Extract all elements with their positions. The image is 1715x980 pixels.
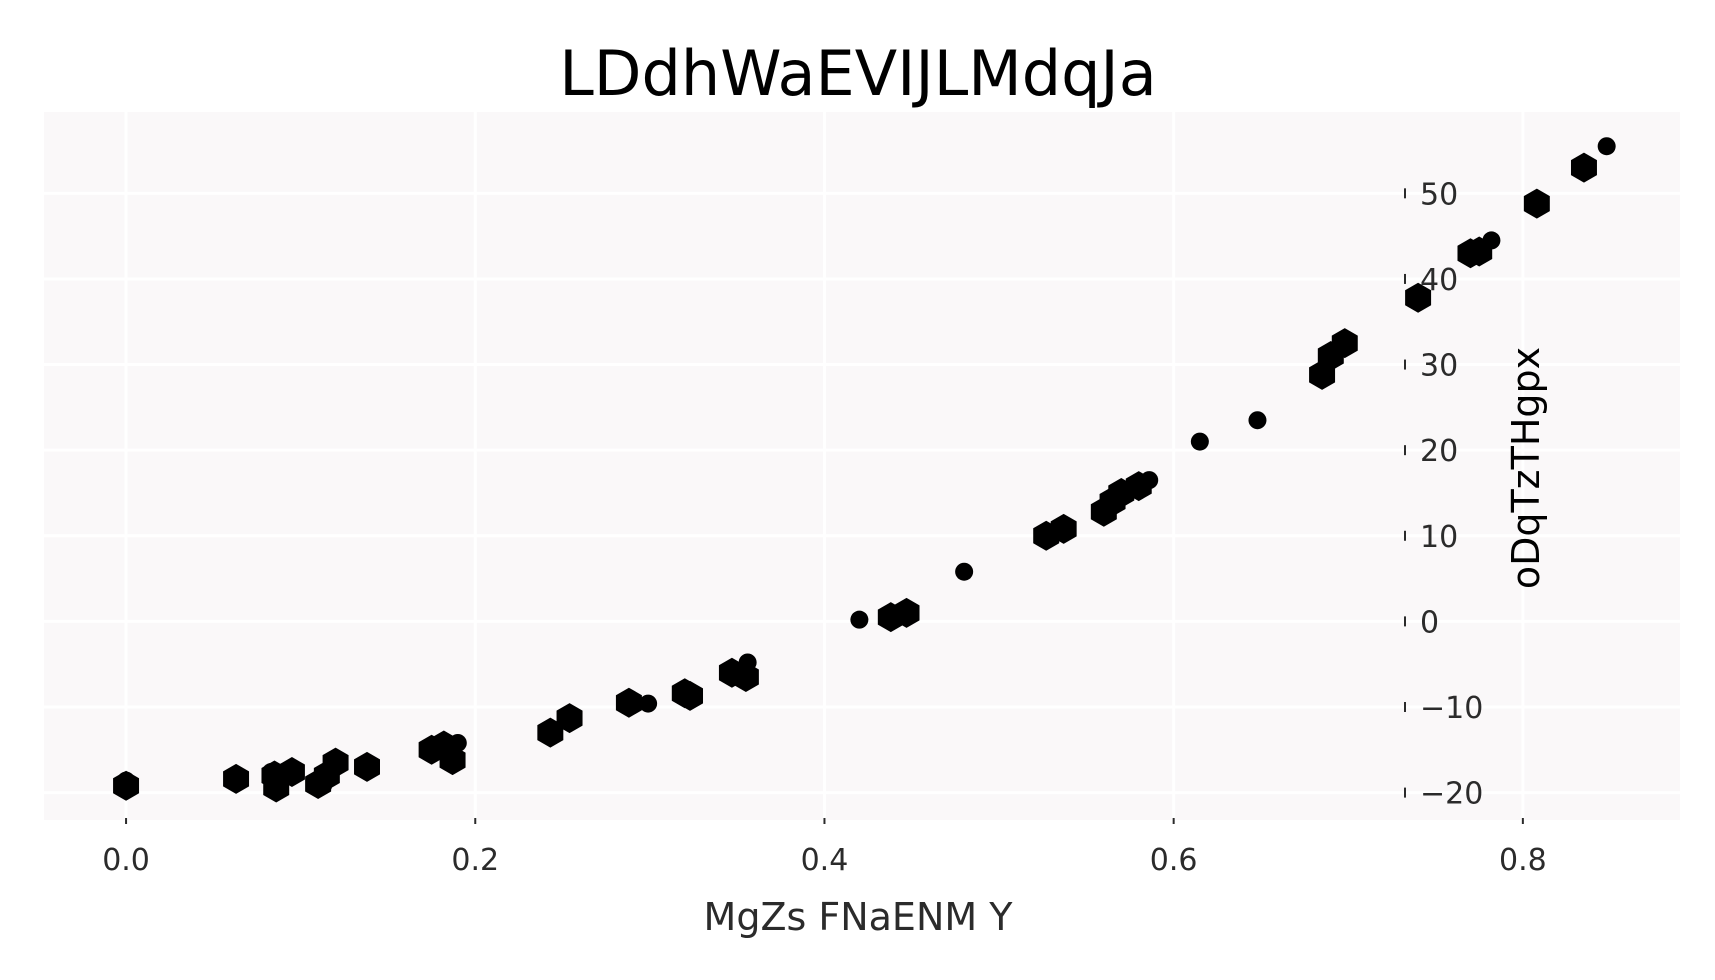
hexagon-marker xyxy=(556,703,583,734)
circle-marker xyxy=(448,733,467,752)
y-tick-label: 50 xyxy=(1420,177,1458,212)
circle-marker xyxy=(1248,411,1267,430)
x-tick-label: 0.6 xyxy=(1150,843,1198,878)
circle-marker xyxy=(955,562,974,581)
y-tick-label: 20 xyxy=(1420,434,1458,469)
hexagon-marker xyxy=(354,751,380,782)
circle-marker xyxy=(1190,432,1209,451)
hexagon-marker xyxy=(1523,188,1550,219)
hexagon-marker xyxy=(893,597,920,628)
circle-marker xyxy=(738,653,757,672)
circle-marker xyxy=(1597,137,1616,156)
circle-marker xyxy=(850,610,869,629)
hexagon-marker xyxy=(615,687,642,718)
circle-marker xyxy=(261,763,280,782)
hexagon-marker xyxy=(1050,513,1077,544)
grid xyxy=(44,112,1680,820)
circle-marker xyxy=(639,694,658,713)
hexagon-marker xyxy=(278,757,305,788)
hexagon-marker xyxy=(677,680,704,711)
hexagon-marker xyxy=(439,745,466,776)
x-tick-label: 0.2 xyxy=(451,843,499,878)
y-tick-label: −20 xyxy=(1420,777,1483,812)
y-axis-label: oDqTzTHgpx xyxy=(1504,347,1548,589)
circle-marker xyxy=(314,775,333,794)
hexagon-marker xyxy=(1405,282,1432,313)
y-tick-label: 0 xyxy=(1420,605,1439,640)
hexagon-marker xyxy=(322,747,349,778)
plot-background xyxy=(44,112,1680,820)
y-tick-label: 30 xyxy=(1420,349,1458,384)
circle-marker xyxy=(1482,231,1501,250)
y-tick-label: −10 xyxy=(1420,691,1483,726)
circle-marker xyxy=(1140,471,1159,490)
x-axis-label: MgZs FNaENM Y xyxy=(704,895,1014,939)
data-points xyxy=(113,137,1616,803)
chart-title: LDdhWaEVIJLMdqJa xyxy=(559,37,1156,110)
y-tick-label: 10 xyxy=(1420,520,1458,555)
x-tick-label: 0.4 xyxy=(801,843,849,878)
hexagon-marker xyxy=(1331,328,1358,359)
hexagon-marker xyxy=(1570,152,1597,183)
hexagon-marker xyxy=(223,763,250,794)
circle-marker xyxy=(117,771,136,790)
x-tick-label: 0.0 xyxy=(102,843,150,878)
x-tick-label: 0.8 xyxy=(1499,843,1547,878)
